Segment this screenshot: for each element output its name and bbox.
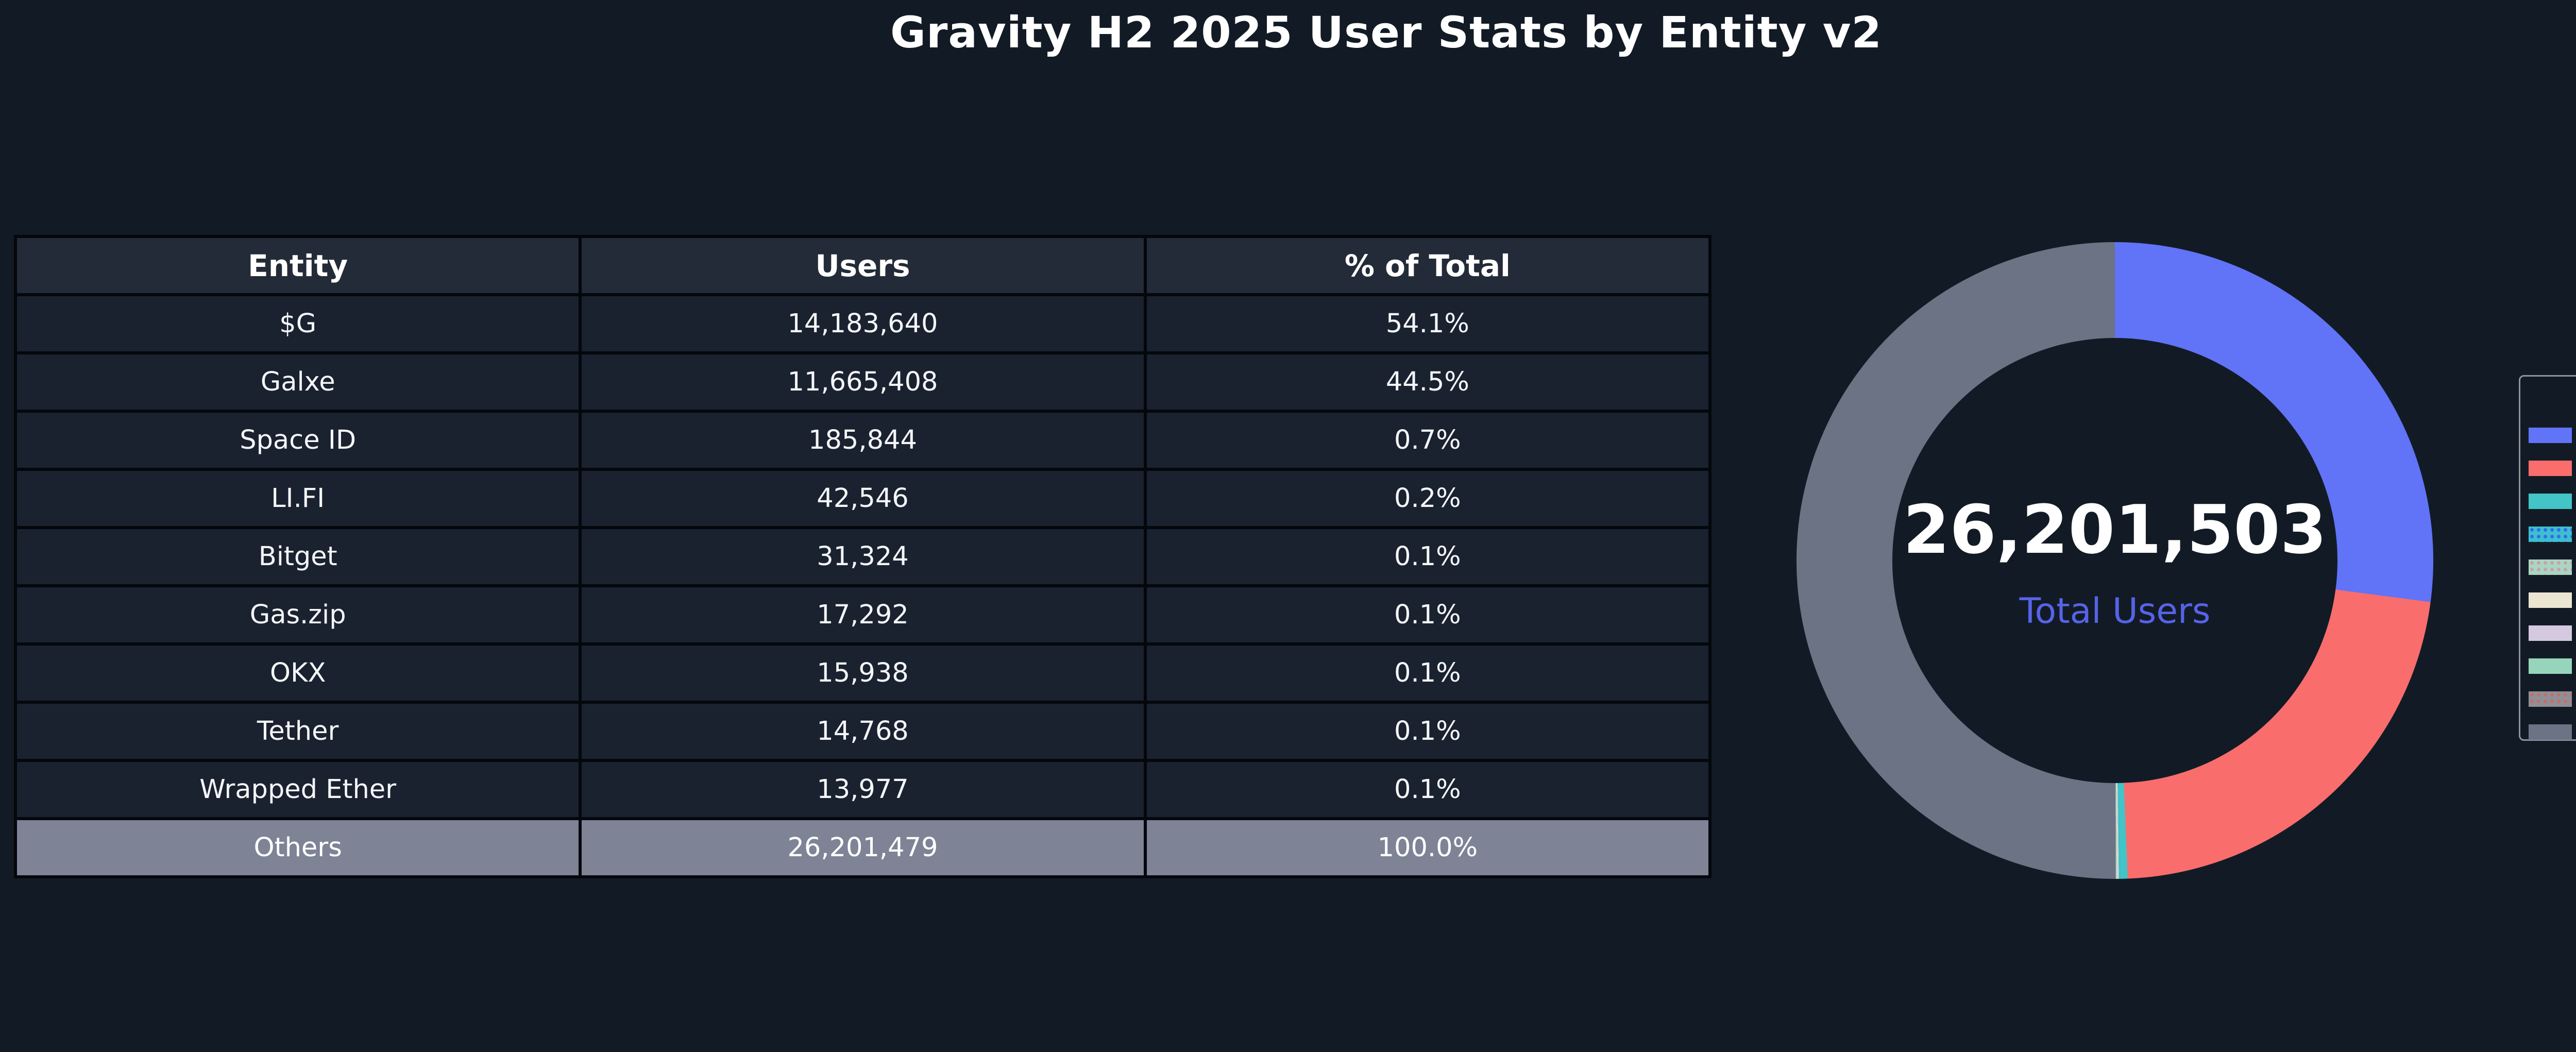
- legend-item[interactable]: Wrapped Ether: [2520, 683, 2576, 716]
- legend-item[interactable]: $G: [2520, 419, 2576, 452]
- table-cell-entity: Galxe: [17, 354, 579, 410]
- table-cell-entity: Bitget: [17, 529, 579, 584]
- legend-item[interactable]: Galxe: [2520, 452, 2576, 485]
- table-cell-users: 26,201,479: [582, 820, 1144, 875]
- legend-item[interactable]: Tether: [2520, 650, 2576, 683]
- table-cell-pct: 0.1%: [1146, 704, 1708, 759]
- total-users-value: 26,201,503: [1903, 490, 2327, 569]
- table-cell-pct: 0.1%: [1146, 762, 1708, 817]
- table-cell-pct: 0.1%: [1146, 529, 1708, 584]
- table-cell-pct: 100.0%: [1146, 820, 1708, 875]
- table-cell-entity: OKX: [17, 646, 579, 701]
- table-cell-users: 17,292: [582, 587, 1144, 642]
- total-users-label: Total Users: [2019, 591, 2211, 632]
- legend-title: Entities: [2520, 385, 2576, 414]
- legend-swatch: [2529, 494, 2572, 509]
- table-cell-users: 185,844: [582, 413, 1144, 468]
- legend-swatch: [2529, 428, 2572, 443]
- table-header-pct: % of Total: [1146, 238, 1708, 293]
- legend-swatch: [2529, 461, 2572, 476]
- legend-swatch: [2529, 724, 2572, 740]
- page-title: Gravity H2 2025 User Stats by Entity v2: [890, 7, 1882, 58]
- table-header-entity: Entity: [17, 238, 579, 293]
- table-cell-users: 13,977: [582, 762, 1144, 817]
- table-cell-entity: Others: [17, 820, 579, 875]
- table-cell-entity: Tether: [17, 704, 579, 759]
- table-cell-entity: LI.FI: [17, 471, 579, 526]
- table-cell-pct: 0.2%: [1146, 471, 1708, 526]
- table-cell-entity: Space ID: [17, 413, 579, 468]
- table-header-users: Users: [582, 238, 1144, 293]
- legend-item[interactable]: Gas.zip: [2520, 584, 2576, 617]
- table-cell-entity: $G: [17, 296, 579, 351]
- legend-swatch: [2529, 658, 2572, 674]
- chart-legend: Entities $G Galxe Space ID LI.FI Bitget …: [2519, 375, 2576, 741]
- table-cell-users: 14,768: [582, 704, 1144, 759]
- legend-item[interactable]: Space ID: [2520, 485, 2576, 518]
- legend-item[interactable]: Bitget: [2520, 551, 2576, 584]
- legend-swatch: [2529, 625, 2572, 641]
- table-cell-users: 42,546: [582, 471, 1144, 526]
- legend-swatch: [2529, 527, 2572, 542]
- table-cell-users: 31,324: [582, 529, 1144, 584]
- table-cell-pct: 54.1%: [1146, 296, 1708, 351]
- legend-swatch: [2529, 559, 2572, 575]
- table-cell-users: 15,938: [582, 646, 1144, 701]
- donut-hole: [1892, 338, 2337, 783]
- table-cell-entity: Wrapped Ether: [17, 762, 579, 817]
- table-cell-users: 14,183,640: [582, 296, 1144, 351]
- donut-chart: 26,201,503 Total Users: [1797, 242, 2433, 879]
- legend-item[interactable]: Others: [2520, 716, 2576, 749]
- table-cell-pct: 0.1%: [1146, 646, 1708, 701]
- table-cell-pct: 0.1%: [1146, 587, 1708, 642]
- table-cell-pct: 0.7%: [1146, 413, 1708, 468]
- table-cell-entity: Gas.zip: [17, 587, 579, 642]
- entity-stats-table: Entity Users % of Total $G 14,183,640 54…: [14, 235, 1711, 878]
- table-cell-pct: 44.5%: [1146, 354, 1708, 410]
- legend-item[interactable]: LI.FI: [2520, 518, 2576, 551]
- legend-swatch: [2529, 691, 2572, 707]
- legend-swatch: [2529, 592, 2572, 608]
- legend-items: $G Galxe Space ID LI.FI Bitget Gas.zip O…: [2520, 419, 2576, 749]
- legend-item[interactable]: OKX: [2520, 617, 2576, 650]
- table-cell-users: 11,665,408: [582, 354, 1144, 410]
